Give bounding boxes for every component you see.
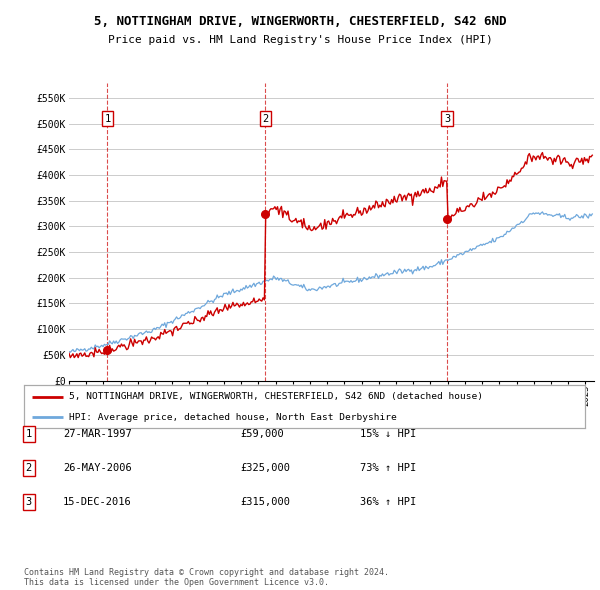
Text: 5, NOTTINGHAM DRIVE, WINGERWORTH, CHESTERFIELD, S42 6ND (detached house): 5, NOTTINGHAM DRIVE, WINGERWORTH, CHESTE… xyxy=(69,392,483,401)
Text: 73% ↑ HPI: 73% ↑ HPI xyxy=(360,463,416,473)
Text: 5, NOTTINGHAM DRIVE, WINGERWORTH, CHESTERFIELD, S42 6ND: 5, NOTTINGHAM DRIVE, WINGERWORTH, CHESTE… xyxy=(94,15,506,28)
Text: Price paid vs. HM Land Registry's House Price Index (HPI): Price paid vs. HM Land Registry's House … xyxy=(107,35,493,45)
Text: 3: 3 xyxy=(26,497,32,507)
Text: 36% ↑ HPI: 36% ↑ HPI xyxy=(360,497,416,507)
Text: 15-DEC-2016: 15-DEC-2016 xyxy=(63,497,132,507)
Text: 27-MAR-1997: 27-MAR-1997 xyxy=(63,429,132,438)
Text: £315,000: £315,000 xyxy=(240,497,290,507)
Text: Contains HM Land Registry data © Crown copyright and database right 2024.
This d: Contains HM Land Registry data © Crown c… xyxy=(24,568,389,587)
Text: 1: 1 xyxy=(104,113,110,123)
Text: 2: 2 xyxy=(262,113,268,123)
Text: 1: 1 xyxy=(26,429,32,438)
Text: 15% ↓ HPI: 15% ↓ HPI xyxy=(360,429,416,438)
Text: 3: 3 xyxy=(444,113,450,123)
Text: HPI: Average price, detached house, North East Derbyshire: HPI: Average price, detached house, Nort… xyxy=(69,412,397,422)
Text: 26-MAY-2006: 26-MAY-2006 xyxy=(63,463,132,473)
Text: 2: 2 xyxy=(26,463,32,473)
Text: £59,000: £59,000 xyxy=(240,429,284,438)
Text: £325,000: £325,000 xyxy=(240,463,290,473)
